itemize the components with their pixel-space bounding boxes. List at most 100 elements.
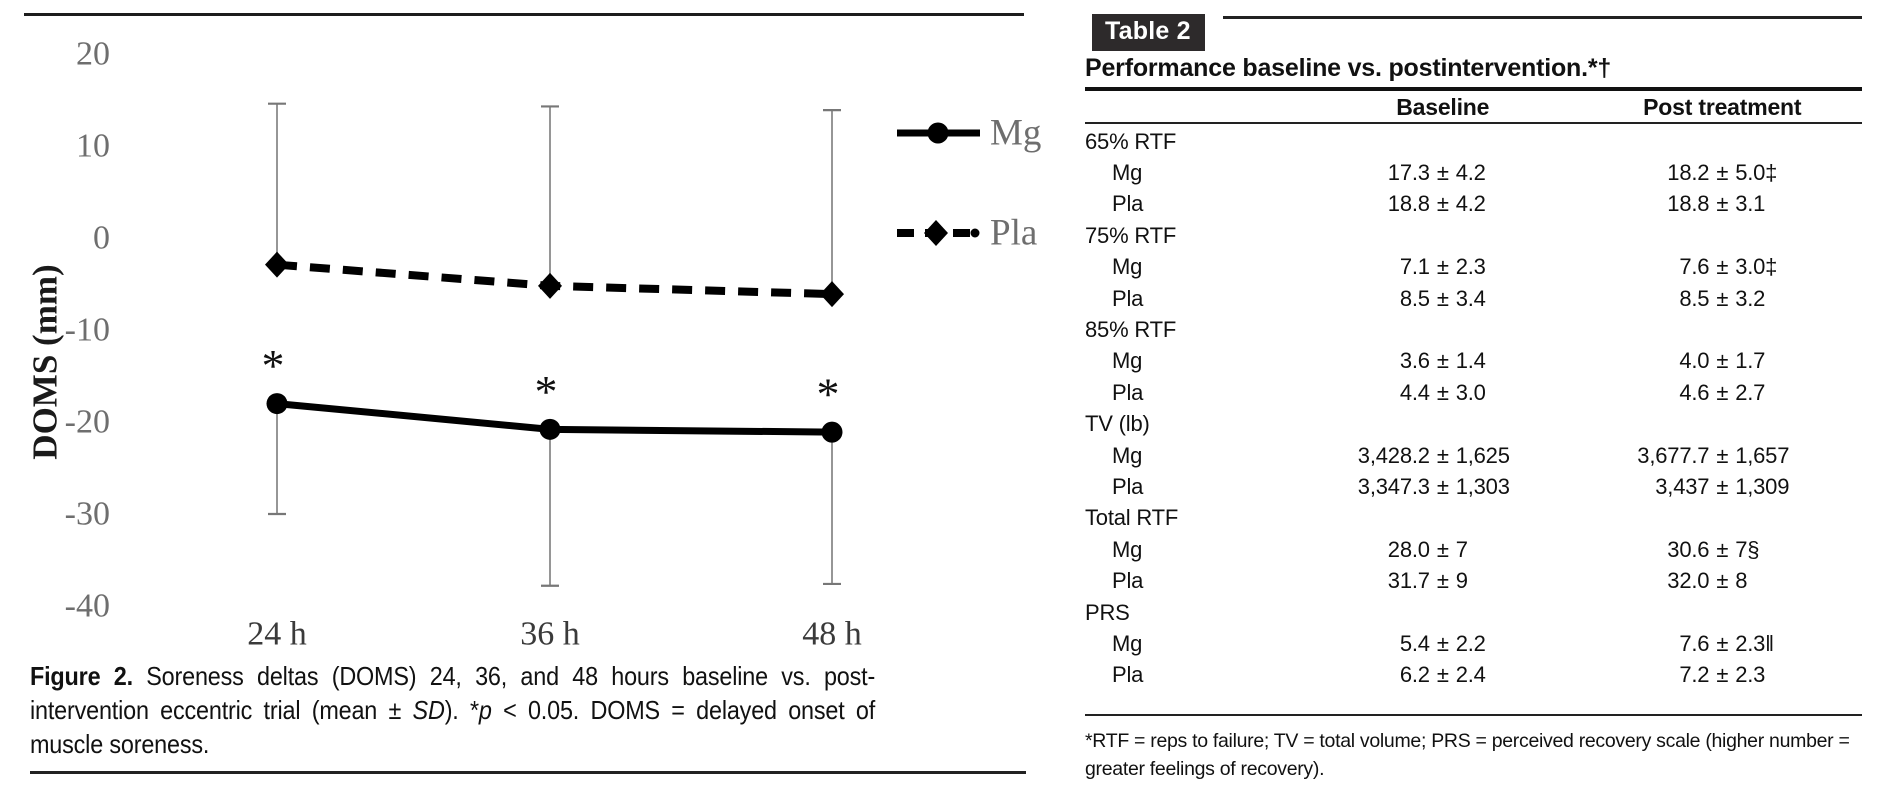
plus-minus-symbol: ± [1716,536,1729,562]
value-mean: 8.5 [1399,285,1430,311]
row-label: PRS [1085,599,1130,625]
value-sd: 2.3 [1735,662,1766,688]
y-axis-title: DOMS (mm) [26,264,65,459]
value-mean: 3.6 [1399,348,1430,374]
significance-asterisk: * [262,340,285,391]
value-mean: 7.2 [1679,662,1710,688]
table-section-row: Total RTF [1085,503,1862,534]
figure-caption-line: intervention eccentric trial (mean ± SD)… [30,693,875,727]
caption-text-run: p [478,695,492,725]
value-sd: 1,625 [1455,442,1510,468]
table-top-rule [1223,16,1862,19]
value-mean: 4.6 [1679,379,1710,405]
figure-caption-line: Figure 2. Soreness deltas (DOMS) 24, 36,… [30,659,875,693]
table-title-rule [1085,87,1862,91]
value-sd: 3.2 [1735,285,1766,311]
value-sd: 3.0‡ [1735,254,1778,280]
value-sd: 1,303 [1455,473,1510,499]
baseline-value: 4.4 ±3.0 [1303,380,1583,406]
value-mean: 4.0 [1679,348,1710,374]
value-mean: 8.5 [1679,285,1710,311]
table-header-rule [1085,122,1862,124]
value-mean: 31.7 [1387,568,1430,594]
table-footnote: *RTF = reps to failure; TV = total volum… [1085,727,1864,783]
value-mean: 18.2 [1667,160,1710,186]
table-section-row: 85% RTF [1085,314,1862,345]
caption-figure-label: Figure 2. [30,661,133,691]
y-tick-label: 10 [76,128,110,165]
data-point-marker [266,393,288,415]
table-section-row: 75% RTF [1085,220,1862,251]
value-mean: 32.0 [1667,568,1710,594]
row-label: Mg [1112,160,1143,186]
value-sd: 3.4 [1455,285,1486,311]
baseline-value: 17.3 ±4.2 [1303,160,1583,186]
row-label: Pla [1112,379,1144,405]
caption-text-run: ). * [444,695,479,725]
post-treatment-value: 3,437 ±1,309 [1583,474,1863,500]
y-tick-label: 0 [93,220,110,257]
post-treatment-value: 18.8 ±3.1 [1583,191,1863,217]
plus-minus-symbol: ± [1436,160,1449,186]
x-category-label: 24 h [247,616,307,653]
table-row: Pla 31.7 ±9 32.0 ±8 [1085,565,1862,596]
post-treatment-value: 7.2 ±2.3 [1583,662,1863,688]
value-sd: 3.1 [1735,191,1766,217]
table-section-row: TV (lb) [1085,409,1862,440]
y-tick-label: -30 [65,496,110,533]
baseline-value: 3,347.3 ±1,303 [1303,474,1583,500]
value-mean: 3,677.7 [1637,442,1710,468]
caption-text-run: muscle soreness. [30,729,210,759]
value-mean: 30.6 [1667,536,1710,562]
data-point-marker [265,251,289,278]
table-section-row: 65% RTF [1085,126,1862,157]
value-sd: 2.2 [1455,630,1486,656]
value-sd: 2.7 [1735,379,1766,405]
caption-text-run: intervention eccentric trial (mean ± [30,695,413,725]
value-mean: 6.2 [1399,662,1430,688]
legend-marker-mg [927,122,949,144]
legend-dot [970,228,980,238]
value-sd: 2.3‖ [1735,630,1775,656]
plus-minus-symbol: ± [1716,568,1729,594]
table-tag: Table 2 [1092,14,1205,51]
legend-marker-pla [924,220,948,246]
data-point-marker [820,281,844,308]
value-sd: 7 [1455,536,1468,562]
figure-caption: Figure 2. Soreness deltas (DOMS) 24, 36,… [30,659,875,761]
post-treatment-value: 8.5 ±3.2 [1583,286,1863,312]
row-label: Mg [1112,630,1143,656]
footnote-line: *RTF = reps to failure; TV = total volum… [1085,730,1850,752]
post-treatment-value: 7.6 ±2.3‖ [1583,631,1863,657]
plus-minus-symbol: ± [1436,379,1449,405]
baseline-value: 3.6 ±1.4 [1303,348,1583,374]
row-label: 75% RTF [1085,222,1177,248]
plus-minus-symbol: ± [1716,348,1729,374]
row-label: TV (lb) [1085,411,1150,437]
doms-line-chart: 20 10 0 -10 -20 -30 -40 24 h 36 h 48 h DOMS (mm) * *… [26,36,1042,653]
table2-panel: Table 2 Performance baseline vs. postint… [1083,0,1864,808]
row-label: Mg [1112,348,1143,374]
baseline-value: 8.5 ±3.4 [1303,286,1583,312]
plus-minus-symbol: ± [1716,442,1729,468]
baseline-value: 6.2 ±2.4 [1303,662,1583,688]
value-sd: 8 [1735,568,1748,594]
plus-minus-symbol: ± [1436,254,1449,280]
y-tick-label: -10 [65,312,110,349]
value-mean: 18.8 [1387,191,1430,217]
post-treatment-value: 32.0 ±8 [1583,568,1863,594]
value-sd: 1.4 [1455,348,1486,374]
value-sd: 1,309 [1735,473,1790,499]
table-row: Pla 18.8 ±4.2 18.8 ±3.1 [1085,189,1862,220]
value-sd: 2.3 [1455,254,1486,280]
value-mean: 3,428.2 [1357,442,1430,468]
plus-minus-symbol: ± [1436,348,1449,374]
table-section-row: PRS [1085,597,1862,628]
value-sd: 4.2 [1455,191,1486,217]
value-mean: 5.4 [1399,630,1430,656]
plus-minus-symbol: ± [1436,442,1449,468]
plus-minus-symbol: ± [1436,285,1449,311]
table-title: Performance baseline vs. postinterventio… [1085,54,1612,82]
value-sd: 7§ [1735,536,1760,562]
